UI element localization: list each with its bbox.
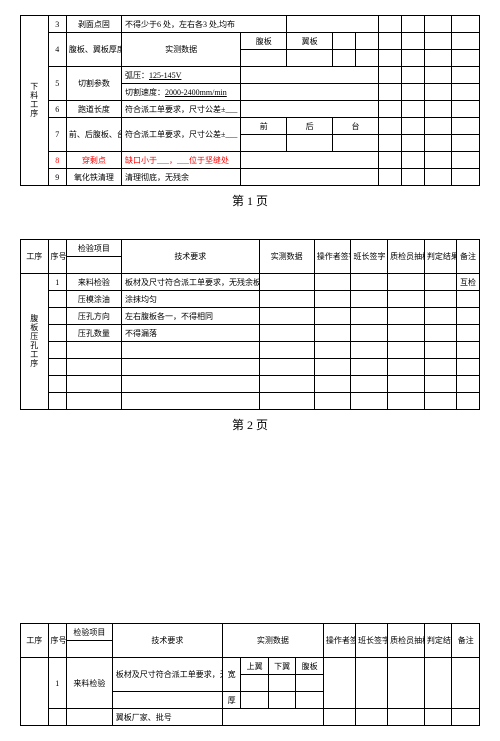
col-header: 操作者签字 — [314, 240, 351, 274]
side-label: 腹板压孔工序 — [21, 274, 49, 410]
row-num: 1 — [48, 658, 66, 709]
row-req: 实测数据 — [121, 33, 240, 67]
cell-label: 厚 — [222, 692, 240, 709]
row-num: 6 — [48, 101, 66, 118]
row-item: 切割参数 — [66, 67, 121, 101]
row-num: 7 — [48, 118, 66, 152]
row-req: 符合派工单要求，尺寸公差±___ — [121, 101, 240, 118]
row-req: 缺口小于___，___位于坚缝处 — [121, 152, 240, 169]
cell-header: 下翼 — [268, 658, 296, 675]
row-item: 压孔方向 — [66, 308, 121, 325]
row-item: 氧化铁清理 — [66, 169, 121, 186]
col-header: 质检员抽检签字 — [388, 240, 425, 274]
col-header: 班长签字 — [351, 240, 388, 274]
col-header: 工序 — [21, 240, 49, 274]
row-num: 1 — [48, 274, 66, 291]
side-label: 下料工序 — [21, 16, 49, 186]
row-item: 来料检验 — [66, 274, 121, 291]
cell-label: 切割速度：2000-2400mm/min — [121, 84, 240, 101]
cell-header: 前 — [241, 118, 287, 135]
cell-header: 上翼 — [241, 658, 269, 675]
row-req: 涂抹均匀 — [121, 291, 259, 308]
row-item: 穿剩点 — [66, 152, 121, 169]
row-num: 3 — [48, 16, 66, 33]
col-header: 判定结果 — [424, 624, 452, 658]
col-header: 备注 — [452, 624, 480, 658]
row-item: 来料检验 — [66, 658, 112, 709]
col-header: 工序 — [21, 624, 49, 658]
col-header: 序号 — [48, 624, 66, 658]
cell-label: 宽 — [222, 658, 240, 692]
row-item: 跑道长度 — [66, 101, 121, 118]
row-item: 前、后腹板、台腹 — [66, 118, 121, 152]
table-page1: 下料工序 3 剥面点固 不得少于6 处，左右各3 处,均布 4 腹板、翼板厚度 … — [20, 15, 480, 186]
row-num: 9 — [48, 169, 66, 186]
col-header: 检验项目 — [66, 624, 112, 641]
row-note: 互检 — [457, 274, 480, 291]
cell-header: 翼板 — [287, 33, 333, 50]
table-page2: 工序 序号 检验项目 技术要求 实测数据 操作者签字 班长签字 质检员抽检签字 … — [20, 239, 480, 410]
row-num: 8 — [48, 152, 66, 169]
cell-header: 台 — [333, 118, 379, 135]
col-header: 判定结果 — [424, 240, 456, 274]
table-page3: 工序 序号 检验项目 技术要求 实测数据 操作者签字 班长签字 质检员抽检签字 … — [20, 623, 480, 726]
row-req: 不得少于6 处，左右各3 处,均布 — [121, 16, 286, 33]
cell-header: 腹板 — [241, 33, 287, 50]
row-item: 压模涂油 — [66, 291, 121, 308]
row-req: 板材及尺寸符合派工单要求，无残余板厚：氧化铁 — [121, 274, 259, 291]
col-header: 序号 — [48, 240, 66, 274]
row-item: 压孔数量 — [66, 325, 121, 342]
col-header: 实测数据 — [259, 240, 314, 274]
row-num: 5 — [48, 67, 66, 101]
col-header: 班长签字 — [356, 624, 388, 658]
row-req: 符合派工单要求，尺寸公差±___ — [121, 118, 240, 152]
row-req: 板材及尺寸符合派工单要求，无残余氧化铁 — [112, 658, 222, 692]
row-req: 清理彻底，无残余 — [121, 169, 240, 186]
cell-label: 弧压：125-145V — [121, 67, 240, 84]
row-req: 左右腹板各一，不得相同 — [121, 308, 259, 325]
col-header: 操作者签字 — [323, 624, 355, 658]
cell-header: 后 — [287, 118, 333, 135]
col-header: 质检员抽检签字 — [388, 624, 425, 658]
col-header: 检验项目 — [66, 240, 121, 257]
page-footer: 第 1 页 — [20, 192, 480, 209]
cell-header: 腹板 — [296, 658, 324, 675]
row-num: 4 — [48, 33, 66, 67]
row-req: 翼板厂家、批号 — [112, 709, 222, 726]
row-req: 不得漏落 — [121, 325, 259, 342]
col-header: 备注 — [457, 240, 480, 274]
row-item: 腹板、翼板厚度 — [66, 33, 121, 67]
col-header: 技术要求 — [112, 624, 222, 658]
col-header: 实测数据 — [222, 624, 323, 658]
col-header: 技术要求 — [121, 240, 259, 274]
row-item: 剥面点固 — [66, 16, 121, 33]
page-footer: 第 2 页 — [20, 416, 480, 433]
